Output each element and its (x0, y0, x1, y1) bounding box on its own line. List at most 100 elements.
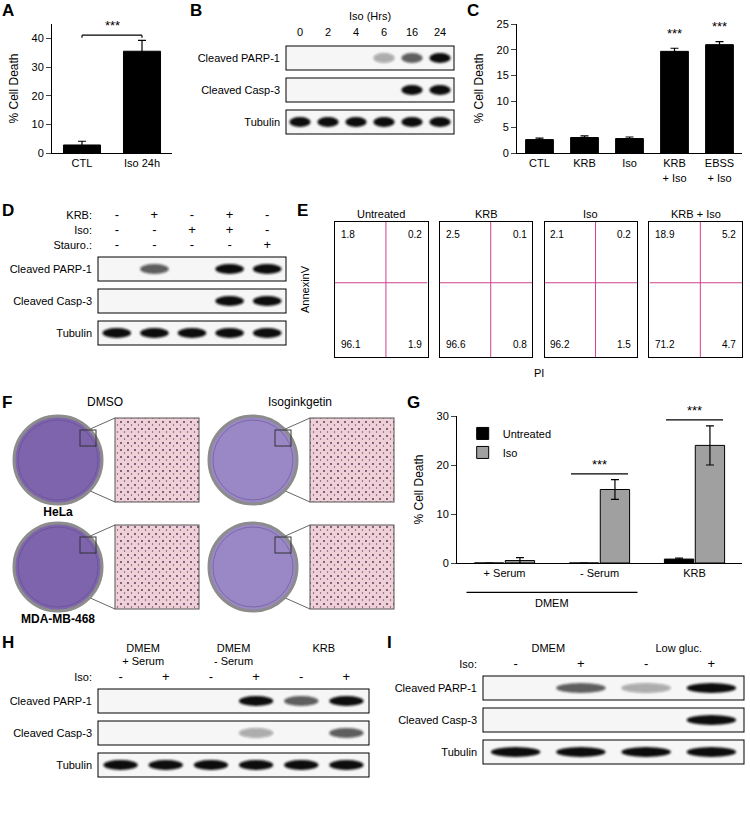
svg-text:% Cell Death: % Cell Death (412, 454, 426, 524)
svg-text:30: 30 (437, 410, 449, 422)
svg-text:+ Serum: + Serum (122, 655, 164, 667)
svg-text:***: *** (687, 403, 702, 418)
svg-text:***: *** (105, 18, 120, 33)
svg-text:15: 15 (497, 69, 509, 81)
svg-text:30: 30 (32, 61, 44, 73)
svg-text:10: 10 (437, 508, 449, 520)
svg-text:1.5: 1.5 (617, 339, 631, 350)
svg-text:4.7: 4.7 (722, 339, 736, 350)
svg-text:Iso: Iso (503, 447, 518, 459)
svg-text:25: 25 (497, 18, 509, 30)
svg-text:-: - (513, 656, 517, 671)
svg-text:6: 6 (381, 26, 387, 38)
svg-text:-: - (115, 207, 119, 222)
svg-text:Iso:: Iso: (74, 224, 92, 236)
svg-text:0.2: 0.2 (617, 229, 631, 240)
svg-text:+: + (577, 656, 585, 671)
svg-text:DMSO: DMSO (87, 395, 123, 409)
svg-text:24: 24 (434, 26, 446, 38)
svg-text:+: + (151, 207, 159, 222)
svg-text:-: - (152, 222, 156, 237)
svg-text:Iso 24h: Iso 24h (124, 157, 160, 169)
svg-text:20: 20 (437, 459, 449, 471)
svg-text:DMEM: DMEM (531, 642, 565, 654)
svg-text:Tubulin: Tubulin (441, 746, 477, 758)
svg-text:Untreated: Untreated (357, 208, 405, 220)
svg-text:0: 0 (503, 147, 509, 159)
svg-text:+ Serum: + Serum (484, 567, 526, 579)
svg-text:Iso:: Iso: (459, 658, 477, 670)
svg-text:Cleaved PARP-1: Cleaved PARP-1 (198, 52, 280, 64)
svg-text:+: + (162, 669, 170, 684)
svg-text:5: 5 (503, 121, 509, 133)
svg-text:-: - (644, 656, 648, 671)
svg-text:DMEM: DMEM (535, 597, 569, 609)
svg-text:Iso:: Iso: (74, 671, 92, 683)
svg-text:***: *** (712, 19, 727, 34)
svg-text:% Cell Death: % Cell Death (472, 53, 486, 123)
svg-text:+: + (188, 222, 196, 237)
svg-text:+: + (343, 669, 351, 684)
svg-text:20: 20 (497, 44, 509, 56)
svg-text:2: 2 (325, 26, 331, 38)
svg-text:4: 4 (353, 26, 359, 38)
svg-text:MDA-MB-468: MDA-MB-468 (21, 612, 95, 626)
svg-text:+: + (708, 656, 716, 671)
svg-text:Tubulin: Tubulin (244, 116, 280, 128)
svg-text:Tubulin: Tubulin (56, 327, 92, 339)
svg-text:+: + (226, 207, 234, 222)
svg-text:***: *** (667, 26, 682, 41)
svg-text:KRB: KRB (313, 642, 336, 654)
svg-text:-: - (115, 222, 119, 237)
svg-text:HeLa: HeLa (43, 505, 73, 519)
svg-text:5.2: 5.2 (722, 229, 736, 240)
svg-text:Cleaved Casp-3: Cleaved Casp-3 (398, 714, 477, 726)
svg-text:10: 10 (497, 95, 509, 107)
svg-text:-: - (152, 237, 156, 252)
svg-text:Low gluc.: Low gluc. (656, 642, 702, 654)
svg-text:Iso (Hrs): Iso (Hrs) (349, 10, 391, 22)
svg-text:40: 40 (32, 32, 44, 44)
svg-text:96.6: 96.6 (446, 339, 466, 350)
svg-text:-: - (227, 237, 231, 252)
svg-text:Untreated: Untreated (503, 428, 551, 440)
svg-text:0: 0 (38, 147, 44, 159)
svg-text:-: - (265, 222, 269, 237)
svg-text:0.2: 0.2 (408, 229, 422, 240)
svg-text:-: - (190, 207, 194, 222)
svg-text:0.1: 0.1 (513, 229, 527, 240)
svg-text:1.8: 1.8 (341, 229, 355, 240)
svg-text:Cleaved Casp-3: Cleaved Casp-3 (13, 727, 92, 739)
svg-text:PI: PI (534, 367, 544, 379)
svg-text:Cleaved PARP-1: Cleaved PARP-1 (10, 695, 92, 707)
svg-text:DMEM: DMEM (217, 642, 251, 654)
svg-text:Iso: Iso (583, 208, 598, 220)
svg-text:16: 16 (406, 26, 418, 38)
svg-text:-: - (118, 669, 122, 684)
svg-text:0: 0 (297, 26, 303, 38)
svg-text:CTL: CTL (529, 157, 550, 169)
svg-text:+: + (263, 237, 271, 252)
svg-text:KRB:: KRB: (66, 209, 92, 221)
svg-text:Isoginkgetin: Isoginkgetin (268, 395, 332, 409)
svg-text:***: *** (592, 457, 607, 472)
svg-text:-: - (265, 207, 269, 222)
svg-text:KRB: KRB (573, 157, 596, 169)
svg-text:EBSS+ Iso: EBSS+ Iso (705, 157, 734, 183)
svg-text:96.2: 96.2 (550, 339, 570, 350)
svg-text:KRB: KRB (683, 567, 706, 579)
svg-text:1.9: 1.9 (408, 339, 422, 350)
svg-text:+: + (226, 222, 234, 237)
svg-text:-: - (209, 669, 213, 684)
svg-text:+: + (252, 669, 260, 684)
svg-text:71.2: 71.2 (655, 339, 675, 350)
svg-text:0.8: 0.8 (513, 339, 527, 350)
svg-text:-: - (115, 237, 119, 252)
svg-text:KRB+ Iso: KRB+ Iso (662, 157, 686, 183)
svg-text:- Serum: - Serum (214, 655, 253, 667)
svg-text:20: 20 (32, 90, 44, 102)
svg-text:Cleaved Casp-3: Cleaved Casp-3 (201, 84, 280, 96)
svg-text:KRB: KRB (475, 208, 498, 220)
svg-text:96.1: 96.1 (341, 339, 361, 350)
svg-text:Cleaved PARP-1: Cleaved PARP-1 (395, 682, 477, 694)
